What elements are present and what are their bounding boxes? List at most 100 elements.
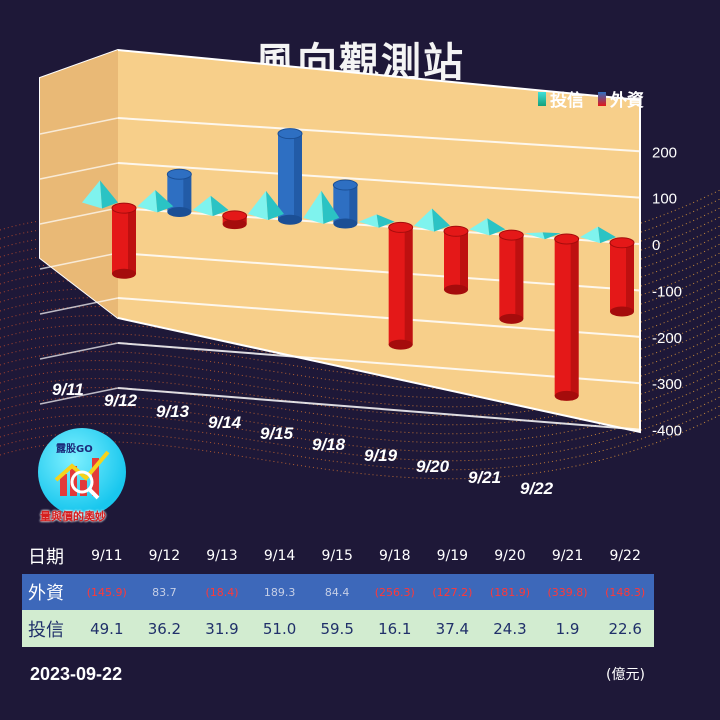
table-row-trust: 投信 49.1 36.2 31.9 51.0 59.5 16.1 37.4 24… [22,610,654,647]
foreign-cell: (148.3) [596,574,654,610]
gridline [117,162,641,199]
date-stamp: 2023-09-22 [30,664,123,684]
bar-foreign-shade [128,208,136,274]
trust-cell: 31.9 [193,610,251,647]
bar-foreign-top [443,225,469,237]
bar-foreign-shade [570,238,579,396]
y-tick-label: 100 [652,191,677,208]
y-tick-label: 0 [652,237,660,254]
bar-foreign-shade [515,235,524,319]
trust-cell: 37.4 [423,610,482,647]
date-cell: 9/12 [148,548,181,564]
pyramid-face-right [210,195,229,217]
bar-foreign-top [222,210,248,222]
pyramid-face-left [192,195,213,217]
pyramid-face-right [266,190,284,221]
gridline-side [39,387,119,405]
gridline-side [39,162,119,180]
y-tick-label: -400 [652,423,682,440]
pyramid-face-left [248,190,268,221]
bar-foreign [222,210,248,230]
x-tick-label: 9/18 [312,435,346,454]
trust-cell: 1.9 [538,610,597,647]
trust-cell: 24.3 [481,610,539,647]
bar-foreign [277,128,303,225]
bar-foreign-shade [404,227,413,345]
bar-foreign-bottom [278,214,302,225]
x-tick-label: 9/20 [416,457,450,476]
data-table: 日期 9/11 9/12 9/13 9/14 9/15 9/18 9/19 9/… [22,538,654,647]
trust-cell: 22.6 [596,610,654,647]
y-tick-label: -300 [652,376,682,393]
date-cell: 9/18 [379,548,411,564]
foreign-cell: 83.7 [135,574,194,610]
legend-item-trust: 投信 [538,86,584,111]
pyramid-face-left [524,232,545,240]
foreign-cell: 189.3 [250,574,309,610]
bar-foreign-bottom [167,206,192,217]
pyramid-face-right [542,232,561,240]
chart-side-wall [40,50,118,318]
gridline-side [39,342,119,360]
row-header-date: 日期 [28,547,64,568]
bar-foreign-top [498,229,524,241]
date-cell: 9/20 [494,548,526,564]
pyramid-face-left [469,218,490,236]
table-row-dates: 日期 9/11 9/12 9/13 9/14 9/15 9/18 9/19 9/… [22,538,654,574]
pyramid-trust [192,195,229,217]
pyramid-trust [248,190,284,221]
bar-foreign [388,221,414,350]
bar-foreign [554,233,580,401]
pyramid-trust [469,218,506,236]
date-cell: 9/13 [206,548,238,564]
bar-foreign-bottom [222,219,247,230]
logo-chart-icon [54,450,110,500]
x-tick-label: 9/11 [52,380,84,399]
date-cell: 9/11 [91,548,123,564]
bar-foreign-bottom [444,284,468,295]
pyramid-trust [82,180,118,209]
pyramid-trust [358,214,395,228]
date-cell: 9/15 [321,548,353,564]
pyramid-face-right [155,189,174,213]
bar-foreign-bottom [333,218,358,229]
y-tick-label: -200 [652,330,682,347]
bar-foreign-top [166,168,192,180]
pyramid-face-left [580,226,600,244]
pyramid-face-left [82,180,102,209]
gridline [117,297,641,338]
bar-foreign [609,237,635,317]
x-tick-label: 9/15 [260,424,294,443]
pyramid-face-left [137,189,158,213]
x-tick-label: 9/19 [364,446,398,465]
bar-foreign-bottom [112,268,136,279]
foreign-cell: 84.4 [308,574,366,610]
foreign-cell: (18.4) [193,574,251,610]
table-row-foreign: 外資 (145.9) 83.7 (18.4) 189.3 84.4 (256.3… [22,574,654,610]
trust-cell: 36.2 [135,610,194,647]
brand-logo: 露股GO 量與價的奧妙 [36,428,148,524]
bar-foreign-top [111,202,137,214]
x-tick-label: 9/21 [468,468,501,487]
gridline-side [39,252,119,270]
foreign-cell: (256.3) [365,574,424,610]
bar-foreign [111,202,137,279]
legend-swatch-trust [538,91,546,106]
bar-foreign-shade [349,185,358,224]
bar-foreign-top [332,179,358,191]
gridline [117,117,641,153]
x-tick-label: 9/13 [156,402,190,421]
pyramid-face-right [100,180,118,209]
y-tick-label: 200 [652,144,677,161]
pyramid-face-left [303,190,324,224]
pyramid-face-left [414,208,434,232]
x-tick-label: 9/14 [208,413,242,432]
foreign-cell: (145.9) [78,574,136,610]
legend-label-trust: 投信 [550,91,584,111]
unit-label: (億元) [606,667,645,683]
pyramid-face-right [321,190,340,224]
trust-cell: 51.0 [250,610,309,647]
gridline [117,342,641,385]
bar-foreign [332,179,358,229]
